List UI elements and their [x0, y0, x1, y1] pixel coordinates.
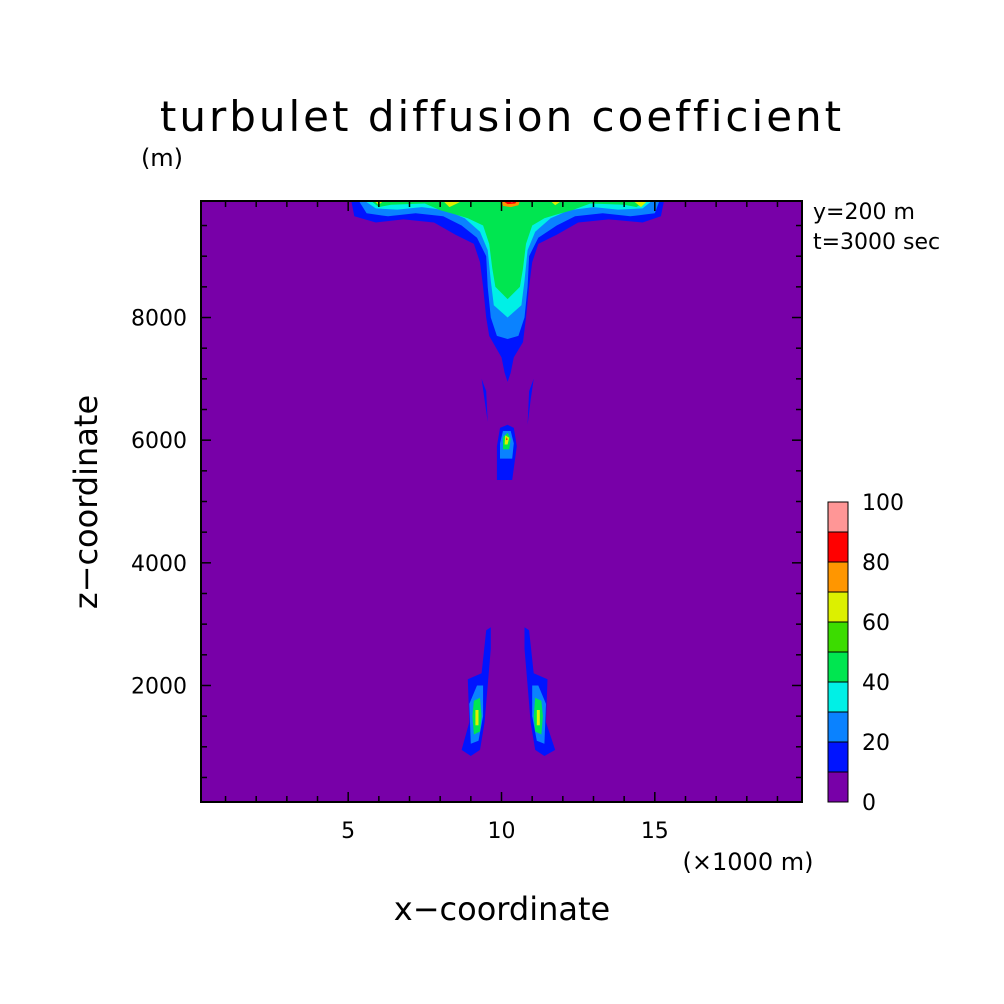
colorbar-swatch [827, 771, 849, 803]
y-tick-label: 2000 [131, 674, 187, 699]
x-tick-labels: 5 10 15 [341, 819, 669, 844]
y-tick-labels: 2000 4000 6000 8000 [131, 307, 187, 700]
colorbar-label: 100 [862, 491, 904, 516]
x-tick-label: 5 [341, 819, 355, 844]
colorbar: 0 20 40 60 80 100 [827, 491, 904, 816]
axis-ticks [201, 201, 802, 802]
colorbar-label: 20 [862, 731, 890, 756]
y-tick-label: 6000 [131, 429, 187, 454]
contour-region [371, 201, 646, 300]
colorbar-label: 40 [862, 671, 890, 696]
contour-region [506, 437, 508, 441]
y-axis-label: z−coordinate [67, 395, 105, 609]
contour-region [550, 201, 562, 206]
colorbar-swatch [827, 621, 849, 653]
y-tick-label: 4000 [131, 552, 187, 577]
annotation-y-position: y=200 m [813, 200, 915, 225]
x-axis-unit: (×1000 m) [683, 848, 814, 876]
colorbar-swatch [827, 651, 849, 683]
contour-region [633, 201, 648, 208]
annotation-time: t=3000 sec [813, 230, 940, 255]
contour-region [481, 378, 488, 422]
x-tick-label: 15 [641, 819, 669, 844]
colorbar-swatch [827, 741, 849, 773]
contour-region [536, 710, 540, 726]
plot-area [200, 200, 803, 803]
colorbar-swatch [827, 501, 849, 533]
contour-region [527, 378, 534, 425]
colorbar-swatch [827, 591, 849, 623]
colorbar-label: 0 [862, 791, 876, 816]
x-axis-label: x−coordinate [394, 890, 610, 928]
colorbar-label: 60 [862, 611, 890, 636]
colorbar-swatch [827, 681, 849, 713]
y-axis-unit: (m) [141, 144, 183, 172]
contour-region [475, 710, 479, 726]
colorbar-label: 80 [862, 551, 890, 576]
colorbar-swatch [827, 531, 849, 563]
contour-region [504, 435, 510, 445]
contour-region [443, 201, 462, 208]
colorbar-swatch [827, 711, 849, 743]
colorbar-swatch [827, 561, 849, 593]
x-tick-label: 10 [488, 819, 516, 844]
chart-title: turbulet diffusion coefficient [160, 92, 844, 141]
y-tick-label: 8000 [131, 307, 187, 332]
